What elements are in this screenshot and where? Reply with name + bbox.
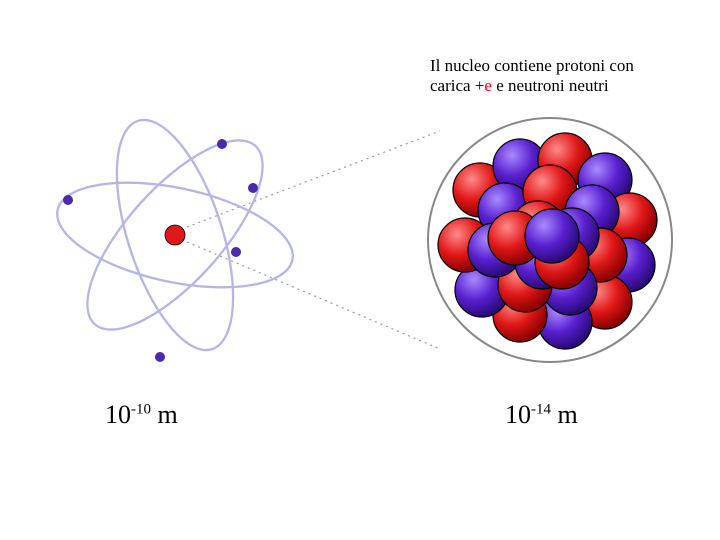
caption-e: e — [484, 76, 492, 95]
scale-atom-unit: m — [151, 400, 178, 429]
zoom-line — [187, 242, 440, 349]
electron — [155, 352, 165, 362]
electron — [248, 183, 258, 193]
caption-line1: Il nucleo contiene protoni con — [430, 56, 634, 75]
scale-atom-exp: -10 — [131, 401, 151, 417]
electron — [231, 247, 241, 257]
caption-line2-post: e neutroni neutri — [492, 76, 609, 95]
nucleus-caption: Il nucleo contiene protoni con carica +e… — [430, 56, 634, 97]
scale-atom-base: 10 — [105, 400, 131, 429]
electron — [63, 195, 73, 205]
atom-nucleus-dot — [165, 225, 185, 245]
electron — [217, 139, 227, 149]
nucleus-scale-label: 10-14 m — [505, 400, 578, 430]
caption-line2-pre: carica + — [430, 76, 484, 95]
neutron — [525, 209, 579, 263]
scale-nucleus-base: 10 — [505, 400, 531, 429]
atom — [48, 106, 302, 363]
atom-scale-label: 10-10 m — [105, 400, 178, 430]
scale-nucleus-exp: -14 — [531, 401, 551, 417]
nucleus — [428, 118, 672, 362]
scale-nucleus-unit: m — [551, 400, 578, 429]
